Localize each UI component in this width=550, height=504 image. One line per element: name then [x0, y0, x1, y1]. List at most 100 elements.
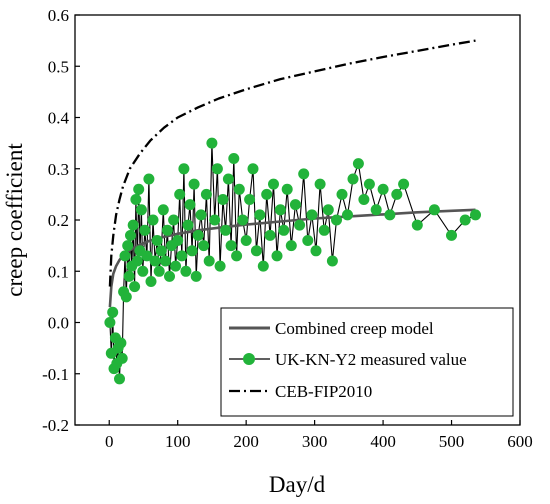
data-point	[222, 173, 234, 185]
data-point	[139, 224, 151, 236]
data-point	[214, 260, 226, 272]
data-point	[281, 183, 293, 195]
data-point	[285, 240, 297, 252]
data-point	[127, 219, 139, 231]
data-point	[370, 204, 382, 216]
x-tick-label: 500	[439, 432, 465, 451]
y-tick-label: 0.3	[48, 160, 69, 179]
data-point	[120, 291, 132, 303]
legend-label-ceb-fip2010: CEB-FIP2010	[275, 382, 372, 401]
data-point	[294, 219, 306, 231]
y-axis-title: creep coefficient	[2, 143, 27, 297]
x-tick-label: 300	[302, 432, 328, 451]
y-tick-label: 0.5	[48, 57, 69, 76]
x-ticks: 0 100 200 300 400 500 600	[105, 420, 533, 451]
series-line-combined-creep-model	[108, 208, 476, 308]
y-tick-label: 0.6	[48, 6, 69, 25]
x-tick-label: 600	[507, 432, 533, 451]
data-point	[137, 265, 149, 277]
data-point	[182, 219, 194, 231]
data-point	[184, 199, 196, 211]
data-point	[358, 194, 370, 205]
data-point	[147, 214, 159, 226]
y-tick-label: 0.0	[48, 314, 69, 333]
data-point	[217, 194, 229, 205]
data-point	[391, 188, 403, 200]
data-point	[211, 163, 223, 175]
legend-label-uk-kn-y2: UK-KN-Y2 measured value	[275, 350, 467, 369]
x-tick-label: 100	[165, 432, 191, 451]
data-point	[274, 204, 286, 216]
data-point	[220, 224, 232, 236]
data-point	[168, 214, 180, 226]
data-point	[326, 255, 338, 267]
data-point	[192, 229, 204, 241]
x-axis-title: Day/d	[269, 472, 326, 497]
data-point	[141, 250, 153, 262]
data-point	[310, 245, 322, 257]
data-point	[209, 214, 221, 226]
y-ticks: -0.2 -0.1 0.0 0.1 0.2 0.3 0.4 0.5 0.6	[42, 6, 80, 435]
data-point	[155, 245, 167, 257]
data-point	[114, 373, 125, 385]
data-point	[130, 194, 142, 205]
data-point	[115, 337, 127, 349]
data-point	[318, 224, 330, 236]
data-point	[206, 137, 218, 149]
y-tick-label: -0.1	[42, 365, 69, 384]
data-point	[384, 209, 396, 221]
data-point	[237, 214, 249, 226]
data-point	[157, 204, 169, 216]
data-point	[278, 224, 290, 236]
data-point	[264, 229, 276, 241]
data-point	[240, 235, 252, 246]
data-point	[170, 260, 182, 272]
data-point	[198, 240, 210, 252]
data-point	[188, 178, 200, 190]
legend: Combined creep model UK-KN-Y2 measured v…	[220, 307, 514, 417]
x-tick-label: 200	[233, 432, 259, 451]
data-point	[104, 317, 116, 328]
data-point	[153, 265, 165, 277]
data-point	[131, 255, 143, 267]
data-point	[116, 352, 128, 364]
data-point	[271, 250, 283, 262]
data-point	[244, 194, 256, 205]
data-point	[133, 183, 145, 195]
data-point	[119, 250, 131, 262]
data-point	[151, 235, 163, 246]
data-point	[186, 245, 198, 257]
data-point	[123, 270, 135, 282]
data-point	[352, 158, 364, 170]
data-point	[302, 235, 314, 246]
data-point	[149, 255, 161, 267]
data-point	[180, 265, 192, 277]
data-point	[231, 250, 243, 262]
y-tick-label: 0.4	[48, 109, 70, 128]
data-point	[459, 214, 471, 226]
data-point	[398, 178, 410, 190]
data-point	[257, 260, 269, 272]
data-point	[172, 235, 184, 246]
data-point	[363, 178, 375, 190]
data-point	[174, 188, 186, 200]
y-tick-label: 0.1	[48, 262, 69, 281]
y-tick-label: -0.2	[42, 416, 69, 435]
series-line-ceb-fip2010	[108, 39, 476, 287]
data-point	[254, 209, 266, 221]
data-point	[470, 209, 481, 221]
data-point	[336, 188, 348, 200]
data-point	[195, 209, 207, 221]
data-point	[143, 173, 155, 185]
legend-swatch-measured-marker	[243, 353, 255, 365]
data-point	[107, 306, 119, 318]
data-point	[250, 245, 262, 257]
marker-layer	[104, 137, 481, 385]
data-point	[200, 188, 212, 200]
legend-label-combined-creep-model: Combined creep model	[275, 319, 434, 338]
data-point	[298, 168, 310, 180]
legend-box	[220, 307, 514, 417]
data-point	[228, 153, 240, 164]
data-point	[347, 173, 359, 185]
